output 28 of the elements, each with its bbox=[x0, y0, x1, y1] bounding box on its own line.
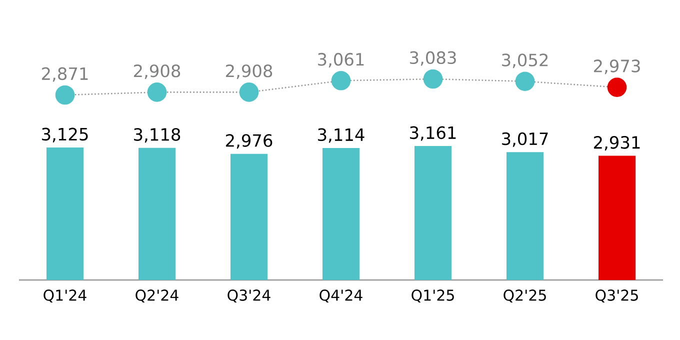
data-label: 2,976 bbox=[226, 134, 272, 149]
point bbox=[515, 72, 535, 91]
data-label: 3,061 bbox=[318, 52, 364, 68]
x-tick-label: Q3'25 bbox=[596, 290, 638, 303]
data-label: 3,052 bbox=[502, 54, 548, 68]
data-label: 2,908 bbox=[226, 64, 272, 80]
data-label: 2,931 bbox=[594, 136, 640, 151]
x-tick-label: Q4'24 bbox=[320, 290, 362, 303]
point bbox=[331, 71, 351, 90]
data-label: 3,118 bbox=[134, 128, 180, 143]
point bbox=[55, 85, 75, 105]
point bbox=[607, 78, 627, 97]
point bbox=[239, 82, 259, 102]
x-tick-label: Q1'24 bbox=[44, 290, 86, 303]
data-label: 3,161 bbox=[410, 126, 456, 141]
x-tick-label: Q2'25 bbox=[504, 290, 546, 303]
data-label: 3,017 bbox=[502, 132, 548, 147]
data-label: 3,083 bbox=[410, 51, 456, 66]
point bbox=[423, 69, 443, 89]
data-label: 2,871 bbox=[42, 67, 88, 82]
point bbox=[147, 82, 167, 102]
data-label: 3,125 bbox=[42, 128, 88, 142]
data-label: 2,973 bbox=[594, 60, 640, 74]
data-label: 2,908 bbox=[134, 64, 180, 80]
x-tick-label: Q2'24 bbox=[136, 290, 178, 303]
data-label: 3,114 bbox=[318, 128, 364, 143]
x-tick-label: Q3'24 bbox=[228, 290, 270, 303]
x-tick-label: Q1'25 bbox=[412, 290, 454, 303]
